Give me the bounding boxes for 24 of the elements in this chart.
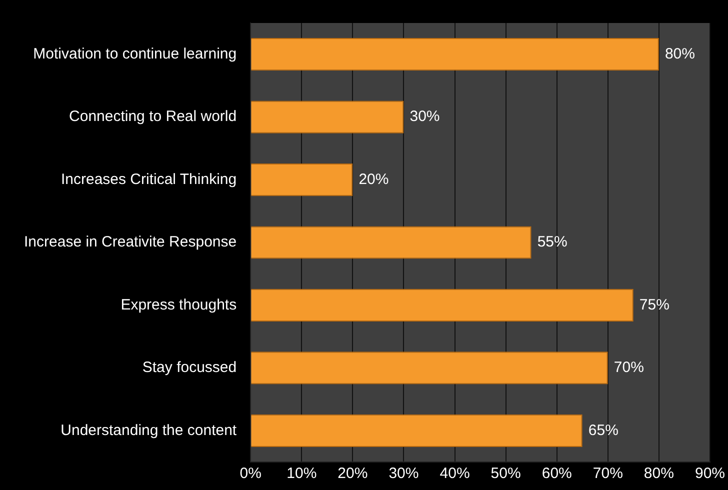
- data-label: 55%: [537, 234, 568, 251]
- x-tick-label: 90%: [694, 465, 726, 482]
- x-tick-label: 80%: [644, 465, 674, 482]
- x-tick-label: 40%: [440, 465, 470, 482]
- x-tick-label: 0%: [240, 465, 262, 482]
- y-tick-label: Express thoughts: [120, 296, 237, 314]
- y-tick-label: Understanding the content: [60, 422, 238, 439]
- y-tick-label: Increase in Creativite Response: [24, 234, 237, 251]
- x-tick-label: 10%: [286, 465, 317, 482]
- y-tick-label: Motivation to continue learning: [33, 46, 237, 62]
- data-label: 20%: [358, 170, 389, 188]
- data-label: 65%: [588, 422, 618, 439]
- x-tick-label: 20%: [338, 465, 368, 482]
- x-tick-label: 60%: [542, 465, 572, 482]
- x-tick-label: 50%: [490, 465, 521, 482]
- data-label: 75%: [639, 296, 670, 314]
- data-label: 70%: [614, 359, 644, 376]
- y-tick-label: Stay focussed: [142, 359, 237, 376]
- y-tick-label: Increases Critical Thinking: [60, 170, 237, 188]
- data-label: 80%: [664, 46, 695, 62]
- x-tick-label: 30%: [388, 465, 419, 482]
- data-label: 30%: [410, 108, 440, 126]
- y-tick-label: Connecting to Real world: [69, 108, 237, 126]
- x-tick-label: 70%: [592, 465, 623, 482]
